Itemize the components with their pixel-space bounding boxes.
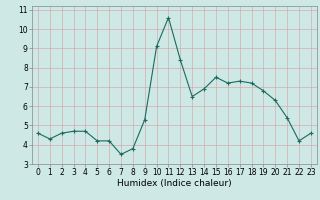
X-axis label: Humidex (Indice chaleur): Humidex (Indice chaleur) [117, 179, 232, 188]
